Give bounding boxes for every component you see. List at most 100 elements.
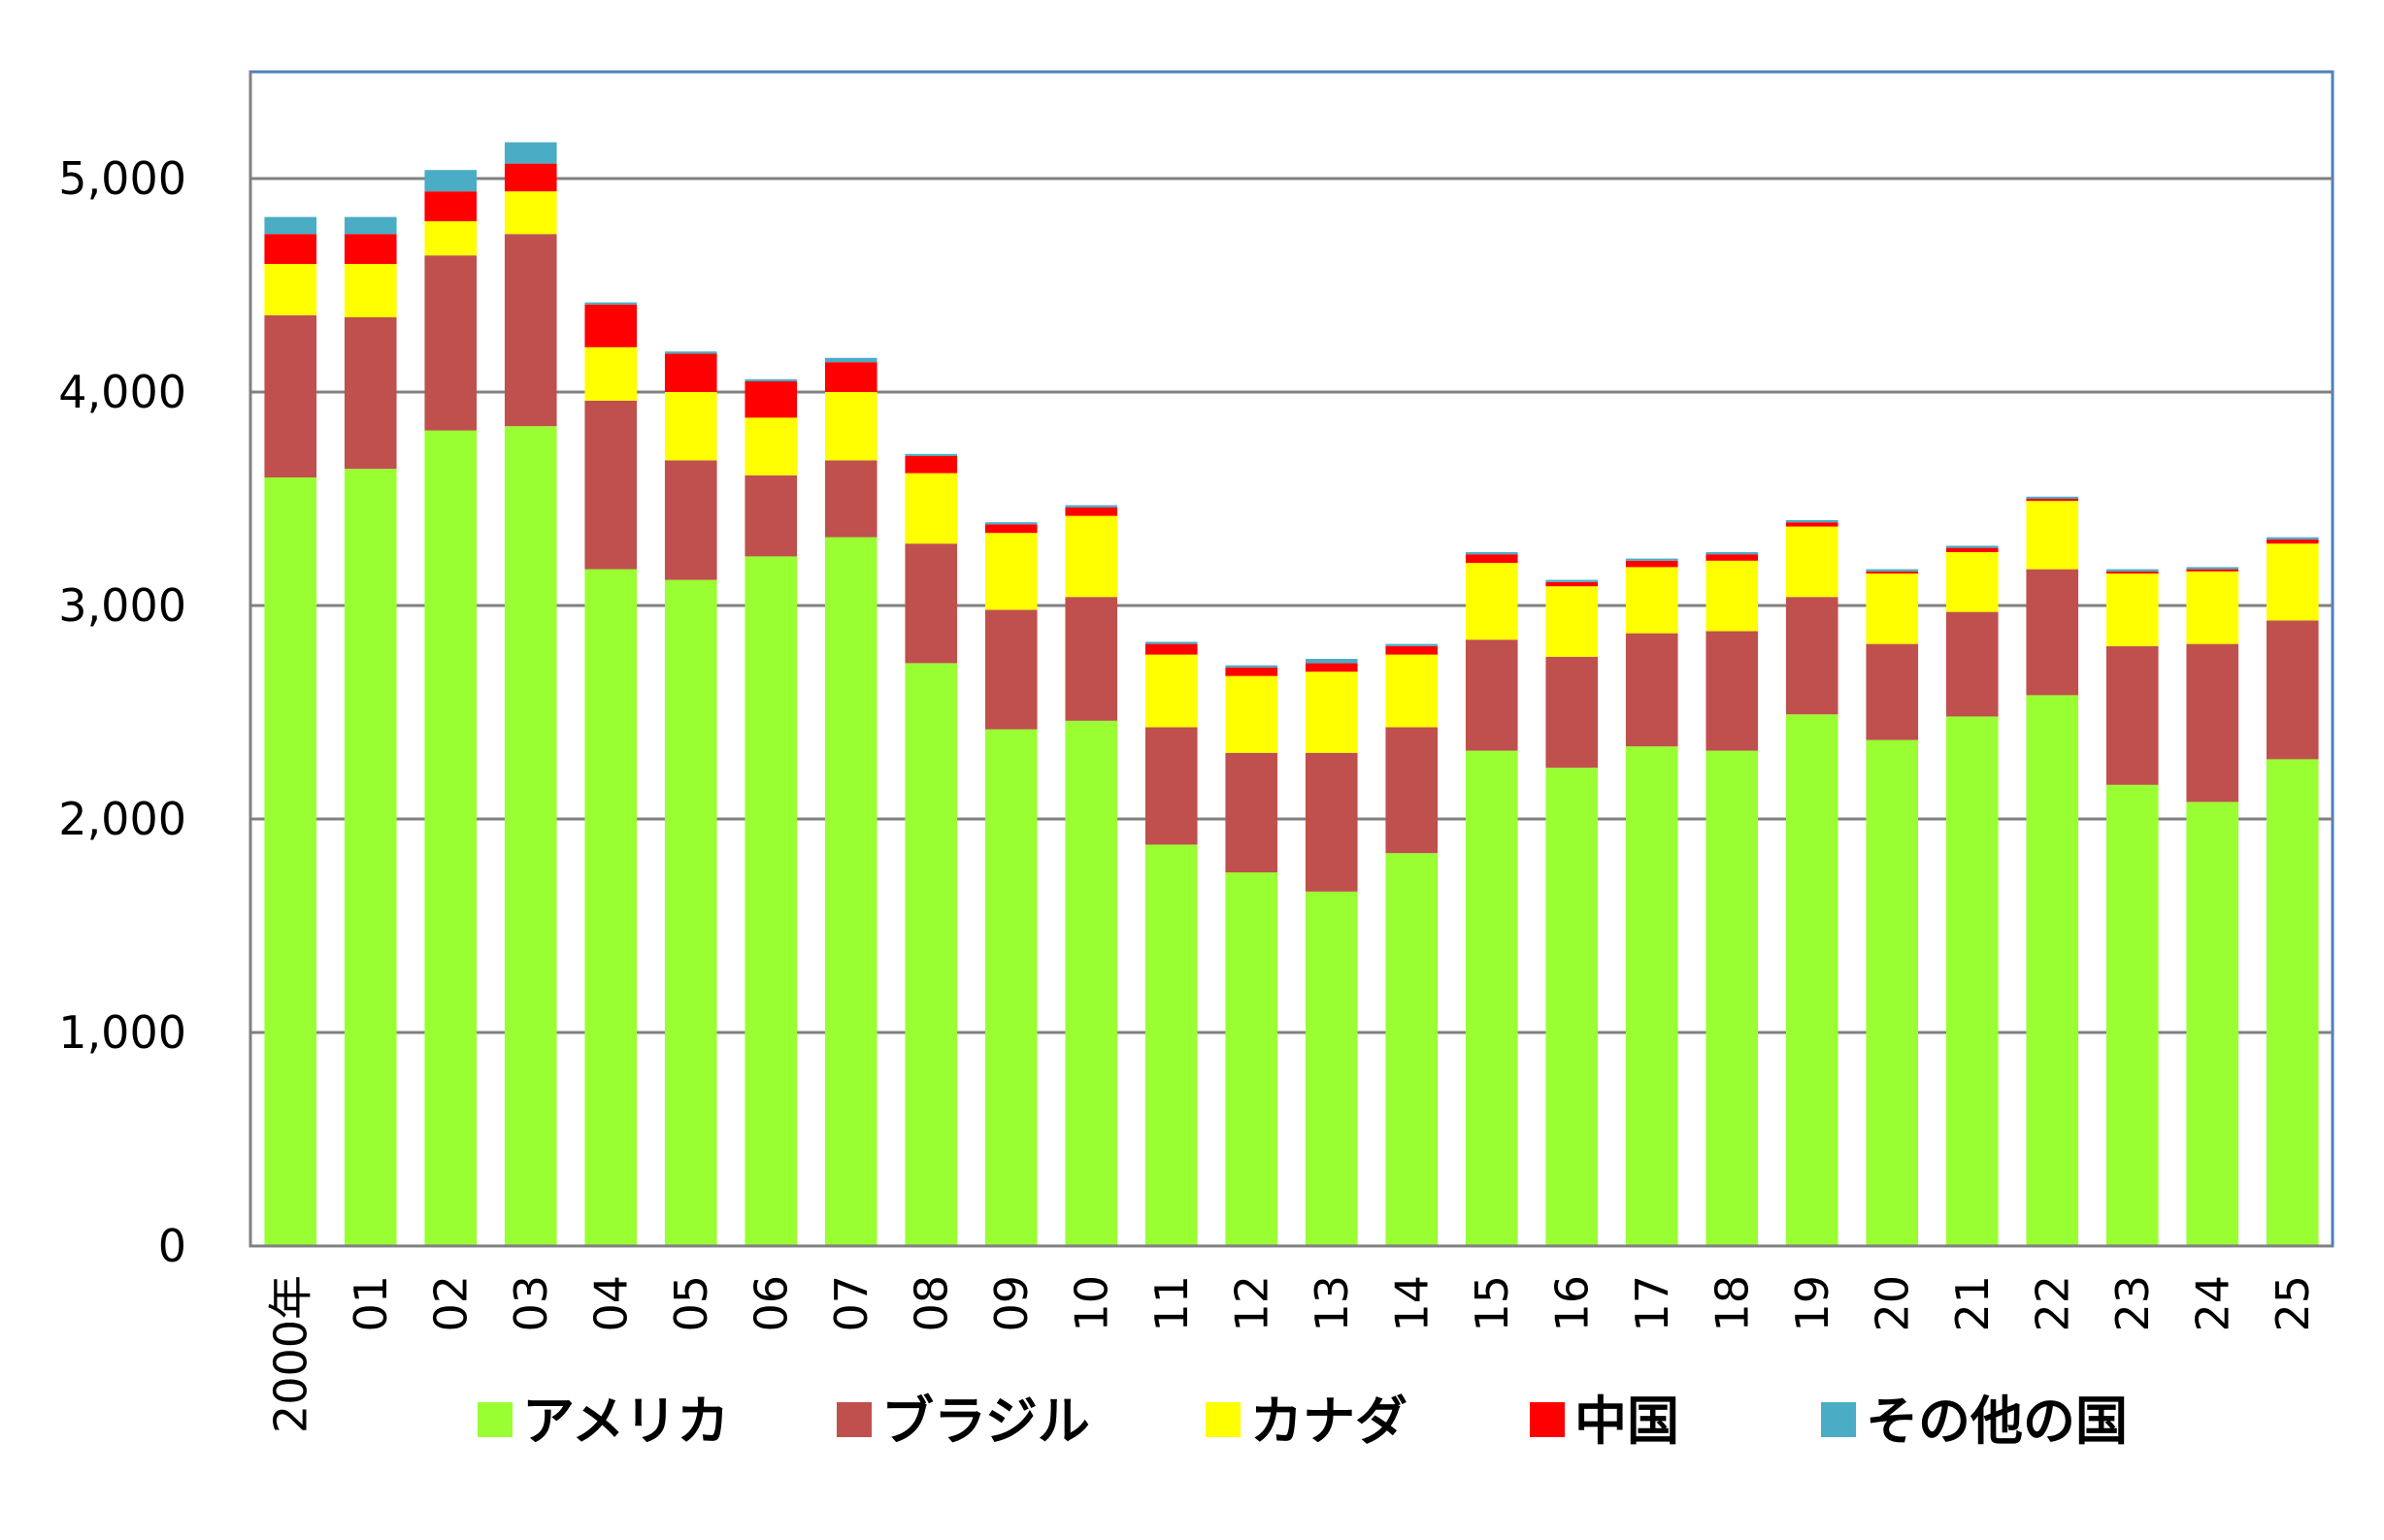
y-tick-label: 5,000	[58, 152, 186, 205]
bar-segment	[1385, 645, 1439, 655]
bar-segment	[1305, 659, 1358, 664]
bar-segment	[504, 234, 557, 427]
bar-segment	[1545, 586, 1599, 657]
x-axis-ticks: 2000年 01 02 03 04 05 06 07 08 09 10 11 12 13 14 15 16 17 1…	[264, 1275, 2319, 1433]
legend-swatch	[837, 1402, 872, 1437]
bar-segment	[504, 191, 557, 235]
bar-segment	[264, 477, 317, 1246]
bar-segment	[1945, 611, 1999, 717]
bar-segment	[664, 353, 717, 392]
legend-swatch	[478, 1402, 513, 1437]
bar-segment	[1866, 573, 1919, 644]
x-tick-label: 11	[1145, 1275, 1198, 1332]
bar-segment	[504, 163, 557, 192]
x-tick-label: 16	[1545, 1275, 1598, 1332]
bar-segment	[905, 663, 958, 1246]
bar-segment	[1065, 515, 1118, 598]
bar-segment	[1385, 643, 1439, 646]
legend: アメリカ ブラジル カナダ 中国 その他の国	[478, 1391, 2128, 1452]
legend-label: 中国	[1574, 1391, 1679, 1452]
x-tick-label: 20	[1866, 1275, 1918, 1332]
bar-segment	[745, 417, 798, 475]
bar-segment	[2266, 539, 2319, 544]
bar-segment	[984, 524, 1038, 534]
bar-segment	[745, 556, 798, 1246]
bar-segment	[2105, 784, 2159, 1246]
bar-segment	[824, 357, 877, 363]
bar-segment	[584, 346, 638, 401]
bar-segment	[424, 191, 478, 221]
bar-segment	[264, 314, 317, 477]
bar-segment	[344, 469, 397, 1246]
bar-segment	[1785, 714, 1838, 1246]
bar-segment	[2105, 571, 2159, 573]
bar-segment	[1945, 552, 1999, 612]
bar-segment	[1065, 507, 1118, 516]
bar-segment	[1385, 727, 1439, 854]
x-tick-label: 2000年	[264, 1275, 316, 1433]
bar-segment	[1866, 571, 1919, 573]
legend-swatch	[1206, 1402, 1241, 1437]
bar-segment	[745, 381, 798, 418]
y-axis-ticks: 0 1,000 2,000 3,000 4,000 5,000	[58, 152, 186, 1272]
bar-segment	[2266, 537, 2319, 540]
bar-segment	[1465, 750, 1518, 1246]
bar-segment	[1144, 654, 1198, 728]
bar-segment	[2105, 573, 2159, 646]
bar-segment	[1225, 665, 1278, 668]
bar-segment	[1465, 639, 1518, 751]
bar-segment	[1065, 597, 1118, 721]
bar-segment	[1465, 554, 1518, 563]
bars	[264, 142, 2319, 1247]
x-tick-label: 14	[1385, 1275, 1438, 1332]
legend-swatch	[1821, 1402, 1856, 1437]
bar-segment	[584, 302, 638, 305]
bar-segment	[664, 579, 717, 1246]
bar-segment	[264, 264, 317, 315]
bar-segment	[1625, 560, 1678, 568]
bar-segment	[2186, 571, 2239, 644]
bar-segment	[1225, 675, 1278, 753]
bar-segment	[984, 729, 1038, 1246]
x-tick-label: 10	[1065, 1275, 1117, 1332]
bar-segment	[1866, 569, 1919, 572]
bar-segment	[584, 304, 638, 347]
bar-segment	[1144, 643, 1198, 655]
legend-label: カナダ	[1250, 1391, 1407, 1452]
bar-segment	[1385, 654, 1439, 728]
bar-segment	[1625, 746, 1678, 1246]
bar-segment	[1385, 853, 1439, 1246]
bar-segment	[1785, 597, 1838, 715]
bar-segment	[2026, 501, 2079, 570]
bar-segment	[1785, 520, 1838, 523]
bar-segment	[1065, 720, 1118, 1246]
bar-segment	[664, 392, 717, 461]
bar-segment	[1625, 633, 1678, 747]
bar-segment	[2266, 620, 2319, 760]
bar-segment	[344, 234, 397, 264]
x-tick-label: 19	[1786, 1275, 1838, 1332]
y-tick-label: 1,000	[58, 1006, 186, 1059]
bar-segment	[1465, 563, 1518, 640]
bar-segment	[1545, 579, 1599, 582]
bar-segment	[905, 453, 958, 456]
bar-segment	[2186, 643, 2239, 803]
bar-segment	[2105, 569, 2159, 572]
bar-segment	[2105, 645, 2159, 785]
bar-segment	[1785, 522, 1838, 527]
bar-segment	[1785, 526, 1838, 598]
bar-segment	[824, 460, 877, 538]
bar-segment	[1866, 643, 1919, 740]
bar-segment	[984, 533, 1038, 610]
bar-segment	[1705, 554, 1759, 561]
bar-segment	[664, 351, 717, 354]
y-tick-label: 2,000	[58, 793, 186, 845]
bar-segment	[584, 400, 638, 570]
bar-segment	[1144, 641, 1198, 644]
legend-label: アメリカ	[522, 1391, 729, 1452]
bar-segment	[1225, 872, 1278, 1246]
bar-segment	[2266, 543, 2319, 621]
bar-segment	[1225, 667, 1278, 676]
bar-segment	[824, 392, 877, 461]
